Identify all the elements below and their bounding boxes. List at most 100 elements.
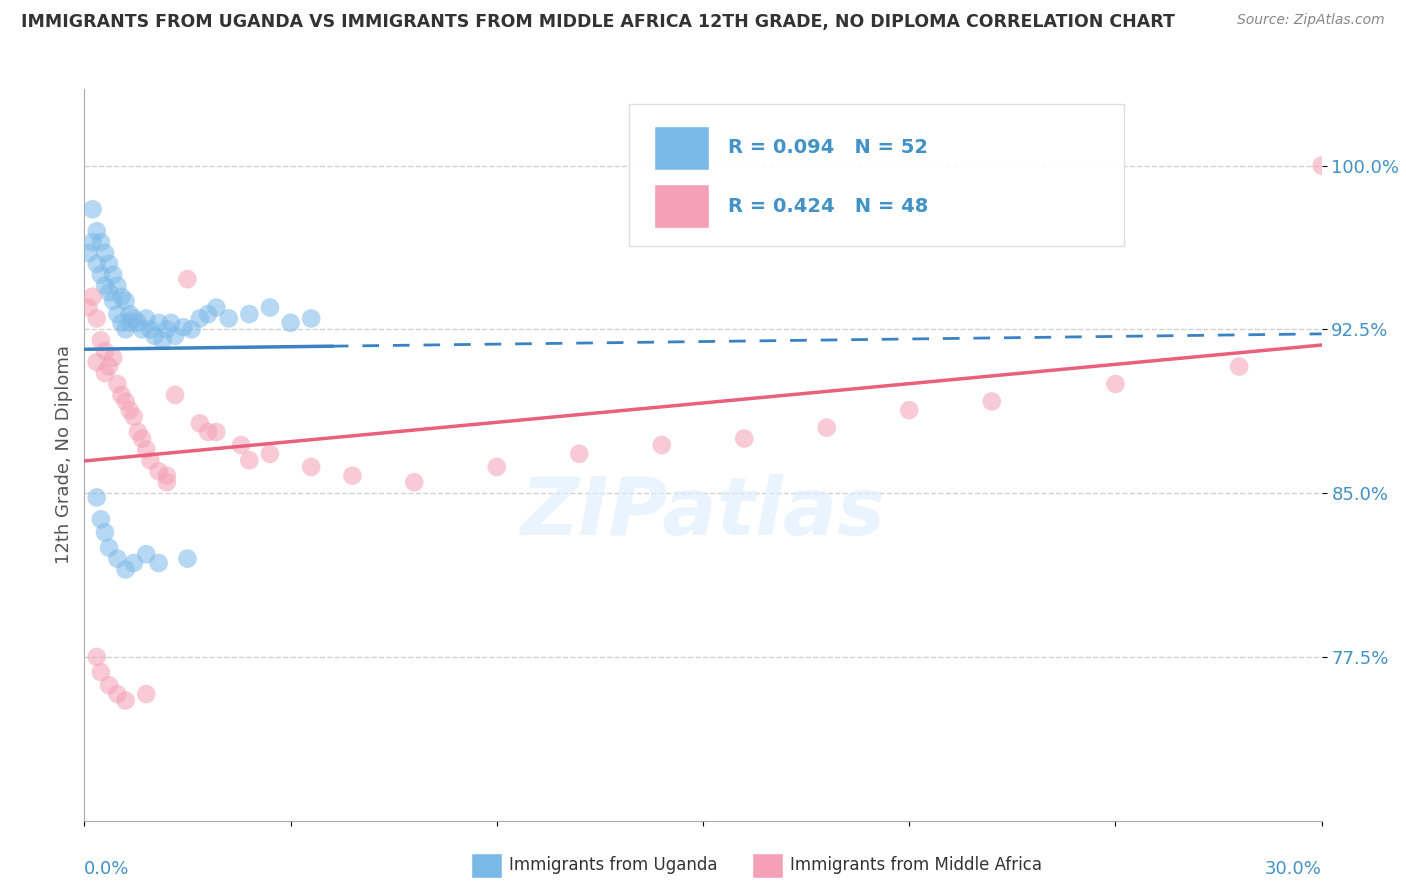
- Point: [1104, 376, 1126, 391]
- Point: [94, 278, 117, 293]
- Point: [105, 551, 128, 566]
- Point: [135, 687, 157, 701]
- Point: [898, 403, 921, 417]
- Point: [176, 272, 198, 286]
- Point: [139, 322, 162, 336]
- Point: [1227, 359, 1250, 374]
- Point: [114, 293, 136, 308]
- Text: Source: ZipAtlas.com: Source: ZipAtlas.com: [1237, 13, 1385, 28]
- Point: [94, 344, 117, 359]
- Point: [110, 388, 132, 402]
- Point: [139, 453, 162, 467]
- Text: 0.0%: 0.0%: [84, 860, 129, 878]
- Point: [148, 556, 170, 570]
- Point: [342, 468, 364, 483]
- Point: [135, 311, 157, 326]
- Point: [114, 322, 136, 336]
- Point: [110, 290, 132, 304]
- Text: R = 0.424   N = 48: R = 0.424 N = 48: [728, 197, 928, 216]
- Text: IMMIGRANTS FROM UGANDA VS IMMIGRANTS FROM MIDDLE AFRICA 12TH GRADE, NO DIPLOMA C: IMMIGRANTS FROM UGANDA VS IMMIGRANTS FRO…: [21, 13, 1175, 31]
- Point: [148, 464, 170, 478]
- Point: [135, 547, 157, 561]
- Point: [127, 316, 149, 330]
- Point: [77, 246, 100, 260]
- Point: [86, 224, 108, 238]
- Point: [1310, 159, 1333, 173]
- FancyBboxPatch shape: [628, 103, 1123, 246]
- Point: [176, 551, 198, 566]
- Point: [205, 425, 228, 439]
- Point: [280, 316, 302, 330]
- Point: [127, 425, 149, 439]
- Point: [86, 355, 108, 369]
- Point: [114, 693, 136, 707]
- Point: [105, 307, 128, 321]
- Point: [86, 649, 108, 664]
- Point: [188, 417, 211, 431]
- Point: [77, 301, 100, 315]
- Point: [165, 388, 187, 402]
- Point: [94, 246, 117, 260]
- Point: [156, 475, 179, 490]
- Point: [165, 329, 187, 343]
- Point: [94, 525, 117, 540]
- Point: [404, 475, 426, 490]
- Point: [98, 678, 121, 692]
- Point: [188, 311, 211, 326]
- Point: [90, 268, 112, 282]
- Point: [238, 453, 260, 467]
- Point: [105, 376, 128, 391]
- Point: [90, 235, 112, 249]
- FancyBboxPatch shape: [654, 185, 709, 228]
- Point: [82, 235, 104, 249]
- Point: [86, 311, 108, 326]
- Point: [152, 333, 174, 347]
- Point: [103, 293, 125, 308]
- Point: [238, 307, 260, 321]
- Point: [114, 394, 136, 409]
- Point: [259, 447, 281, 461]
- Y-axis label: 12th Grade, No Diploma: 12th Grade, No Diploma: [55, 345, 73, 565]
- Point: [98, 359, 121, 374]
- Point: [98, 285, 121, 300]
- Point: [118, 316, 141, 330]
- FancyBboxPatch shape: [654, 126, 709, 169]
- Point: [299, 311, 322, 326]
- Text: Immigrants from Uganda: Immigrants from Uganda: [509, 856, 717, 874]
- Point: [105, 687, 128, 701]
- Point: [131, 432, 153, 446]
- Point: [299, 459, 322, 474]
- Point: [568, 447, 591, 461]
- Point: [103, 268, 125, 282]
- Point: [135, 442, 157, 457]
- Point: [651, 438, 673, 452]
- Point: [143, 329, 166, 343]
- Point: [98, 541, 121, 555]
- Point: [98, 257, 121, 271]
- Point: [90, 665, 112, 680]
- Point: [197, 307, 219, 321]
- Point: [118, 307, 141, 321]
- Point: [218, 311, 240, 326]
- Point: [156, 468, 179, 483]
- Point: [229, 438, 252, 452]
- Point: [980, 394, 1002, 409]
- Point: [103, 351, 125, 365]
- Point: [205, 301, 228, 315]
- Text: Immigrants from Middle Africa: Immigrants from Middle Africa: [790, 856, 1042, 874]
- Point: [156, 322, 179, 336]
- Text: ZIPatlas: ZIPatlas: [520, 475, 886, 552]
- Point: [110, 316, 132, 330]
- Point: [114, 563, 136, 577]
- Point: [815, 420, 838, 434]
- Point: [197, 425, 219, 439]
- Point: [180, 322, 202, 336]
- Point: [131, 322, 153, 336]
- Point: [160, 316, 183, 330]
- Point: [148, 316, 170, 330]
- Point: [485, 459, 508, 474]
- Point: [86, 257, 108, 271]
- Point: [172, 320, 194, 334]
- Point: [82, 202, 104, 217]
- Point: [82, 290, 104, 304]
